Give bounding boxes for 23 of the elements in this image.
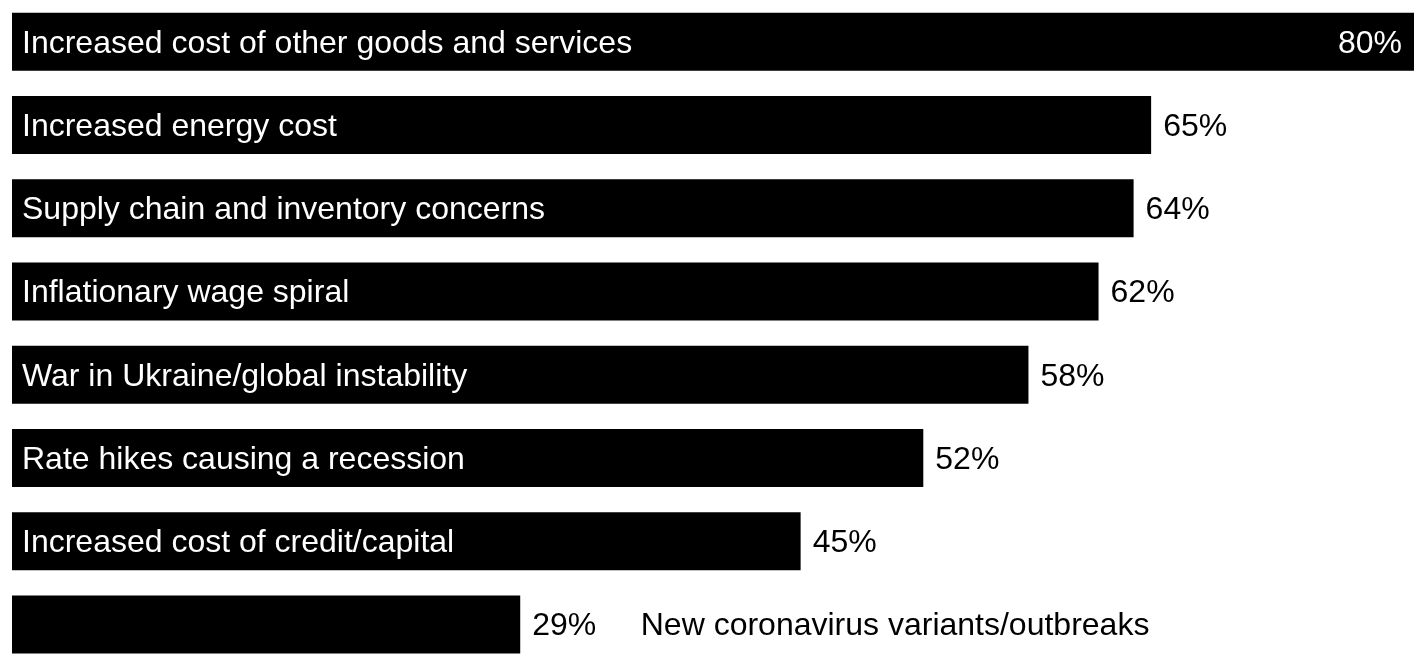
y-tick-label: Supply chain and inventory concerns bbox=[22, 190, 545, 227]
data-label: 65% bbox=[1163, 106, 1228, 143]
bar bbox=[12, 12, 1414, 71]
data-label: 58% bbox=[1040, 356, 1105, 393]
data-label: 62% bbox=[1110, 273, 1175, 310]
data-label: 64% bbox=[1145, 190, 1210, 227]
bar bbox=[12, 512, 801, 571]
bar bbox=[12, 595, 521, 654]
bar bbox=[12, 95, 1152, 154]
bar bbox=[12, 345, 1029, 404]
y-tick-label: Increased energy cost bbox=[22, 106, 337, 143]
bar bbox=[12, 428, 924, 487]
y-tick-label: War in Ukraine/global instability bbox=[22, 356, 468, 393]
data-label: 45% bbox=[812, 523, 877, 560]
y-tick-label: Increased cost of other goods and services bbox=[22, 23, 633, 60]
data-label: 52% bbox=[935, 439, 1000, 476]
text: 29% New coronavirus variants/outbreaks bbox=[532, 606, 1150, 643]
data-label: 80% bbox=[1337, 23, 1402, 60]
bar bbox=[12, 262, 1099, 321]
y-tick-label: Inflationary wage spiral bbox=[22, 273, 350, 310]
y-tick-label: Increased cost of credit/capital bbox=[22, 523, 455, 560]
bar bbox=[12, 179, 1134, 238]
y-tick-label: Rate hikes causing a recession bbox=[22, 439, 465, 476]
